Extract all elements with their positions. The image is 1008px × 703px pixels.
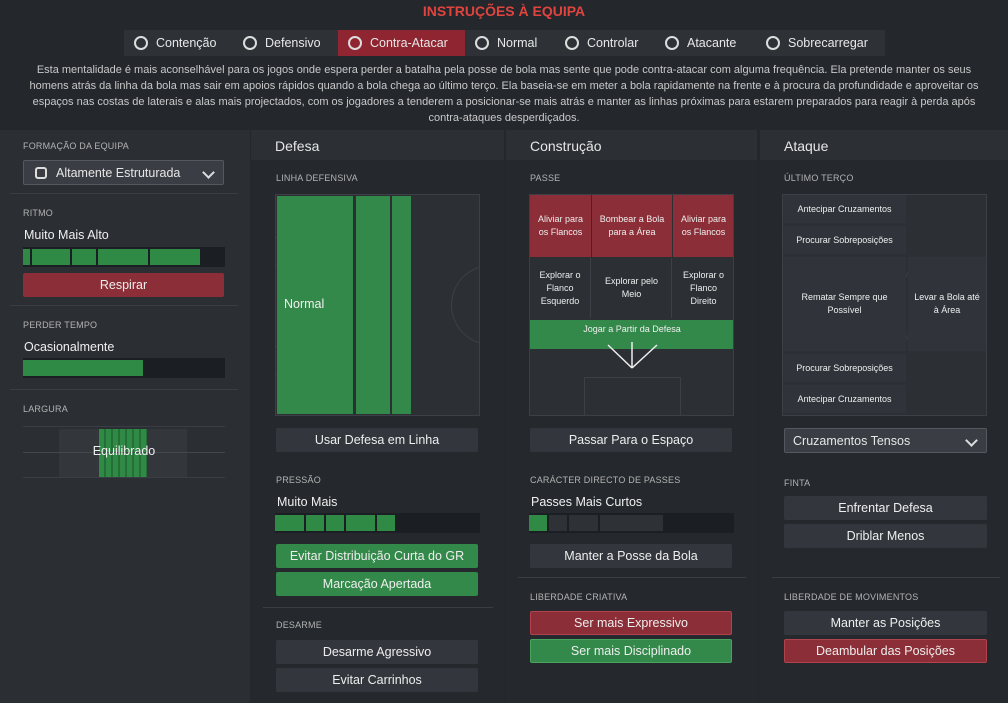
section-label: CARÁCTER DIRECTO DE PASSES bbox=[530, 475, 681, 485]
button[interactable]: Marcação Apertada bbox=[276, 572, 478, 596]
column-title: Ataque bbox=[760, 130, 1008, 160]
passing-cell[interactable]: Explorar o Flanco Direito bbox=[682, 269, 725, 306]
mentality-description: Esta mentalidade é mais aconselhável par… bbox=[29, 64, 979, 124]
tab-label: Normal bbox=[497, 36, 538, 50]
section-label: ÚLTIMO TERÇO bbox=[784, 173, 854, 183]
section-label: PERDER TEMPO bbox=[23, 320, 98, 330]
tab-label: Contra-Atacar bbox=[370, 36, 448, 50]
slider[interactable] bbox=[23, 358, 225, 378]
button[interactable]: Respirar bbox=[23, 273, 224, 297]
width-graphic[interactable] bbox=[23, 426, 225, 478]
button[interactable]: Enfrentar Defesa bbox=[784, 496, 987, 520]
setting-value: Equilibrado bbox=[92, 444, 156, 458]
separator bbox=[772, 577, 1000, 578]
mentality-tab[interactable]: Sobrecarregar bbox=[756, 30, 885, 56]
mentality-tab[interactable]: Atacante bbox=[655, 30, 756, 56]
section-label: LARGURA bbox=[23, 404, 68, 414]
separator bbox=[10, 389, 238, 390]
tab-icon bbox=[766, 36, 780, 50]
dropdown[interactable]: Altamente Estruturada bbox=[23, 160, 224, 185]
separator bbox=[263, 607, 493, 608]
separator bbox=[10, 305, 238, 306]
tab-label: Contenção bbox=[156, 36, 217, 50]
mentality-tab[interactable]: Normal bbox=[465, 30, 555, 56]
dropdown[interactable]: Cruzamentos Tensos bbox=[784, 428, 987, 453]
setting-value: Ocasionalmente bbox=[24, 340, 115, 354]
passing-cell[interactable]: Aliviar para os Flancos bbox=[530, 195, 591, 257]
final-third-cell[interactable]: Procurar Sobreposições bbox=[783, 226, 906, 254]
setting-value: Muito Mais Alto bbox=[24, 228, 109, 242]
arrows bbox=[607, 342, 658, 369]
button[interactable]: Deambular das Posições bbox=[784, 639, 987, 663]
section-label: LIBERDADE DE MOVIMENTOS bbox=[784, 592, 919, 602]
tab-label: Atacante bbox=[687, 36, 737, 50]
dropdown-value: Cruzamentos Tensos bbox=[793, 433, 911, 448]
passing-cell[interactable]: Explorar o Flanco Esquerdo bbox=[530, 258, 591, 318]
section-label: FORMAÇÃO DA EQUIPA bbox=[23, 141, 129, 151]
section-label: DESARME bbox=[276, 620, 322, 630]
sidebar bbox=[0, 130, 250, 703]
final-third-cell[interactable]: Rematar Sempre que Possível bbox=[783, 257, 906, 351]
setting-value: Muito Mais bbox=[277, 495, 338, 509]
button[interactable]: Driblar Menos bbox=[784, 524, 987, 548]
separator bbox=[10, 193, 238, 194]
pitch-label: Normal bbox=[284, 297, 325, 311]
separator bbox=[518, 577, 746, 578]
passing-cell[interactable]: Explorar pelo Meio bbox=[592, 258, 672, 318]
button[interactable]: Evitar Carrinhos bbox=[276, 668, 478, 692]
button[interactable]: Usar Defesa em Linha bbox=[276, 428, 478, 452]
section-label: LINHA DEFENSIVA bbox=[276, 173, 358, 183]
pitch[interactable]: Aliviar para os Flancos Bombear a Bola p… bbox=[529, 194, 734, 416]
button[interactable]: Ser mais Expressivo bbox=[530, 611, 732, 635]
tab-icon bbox=[565, 36, 579, 50]
slider[interactable] bbox=[529, 513, 734, 533]
button[interactable]: Manter as Posições bbox=[784, 611, 987, 635]
page-title: INSTRUÇÕES À EQUIPA bbox=[422, 3, 586, 19]
slider[interactable] bbox=[23, 247, 225, 267]
tab-label: Sobrecarregar bbox=[788, 36, 868, 50]
section-label: FINTA bbox=[784, 478, 811, 488]
section-label: RITMO bbox=[23, 208, 53, 218]
section-label: LIBERDADE CRIATIVA bbox=[530, 592, 628, 602]
button[interactable]: Manter a Posse da Bola bbox=[530, 544, 732, 568]
pitch[interactable]: Antecipar Cruzamentos Procurar Sobreposi… bbox=[782, 194, 987, 416]
passing-cell[interactable]: Bombear a Bola para a Área bbox=[592, 195, 672, 257]
final-third-cell[interactable]: Procurar Sobreposições bbox=[783, 354, 906, 382]
pitch[interactable] bbox=[275, 194, 480, 416]
column-title: Defesa bbox=[251, 130, 504, 160]
mentality-tabs: Contenção Defensivo Contra-Atacar Normal Con… bbox=[124, 30, 885, 56]
chevron bbox=[965, 434, 978, 447]
dropdown-value: Altamente Estruturada bbox=[56, 165, 181, 180]
button[interactable]: Passar Para o Espaço bbox=[530, 428, 732, 452]
final-third-cell[interactable]: Antecipar Cruzamentos bbox=[783, 195, 906, 223]
mentality-tab[interactable]: Contra-Atacar bbox=[338, 30, 465, 56]
section-label: PRESSÃO bbox=[276, 475, 321, 485]
tab-label: Controlar bbox=[587, 36, 639, 50]
final-third-cell[interactable]: Antecipar Cruzamentos bbox=[783, 385, 906, 413]
final-third-cell[interactable]: Levar a Bola até à Área bbox=[908, 257, 986, 351]
tab-icon bbox=[475, 36, 489, 50]
slider[interactable] bbox=[275, 513, 480, 533]
setting-value: Passes Mais Curtos bbox=[531, 495, 643, 509]
section-label: PASSE bbox=[530, 173, 561, 183]
chevron bbox=[202, 166, 215, 179]
button[interactable]: Ser mais Disciplinado bbox=[530, 639, 732, 663]
tab-icon bbox=[665, 36, 679, 50]
tab-icon bbox=[348, 36, 362, 50]
mentality-tab[interactable]: Contenção bbox=[124, 30, 233, 56]
tab-icon bbox=[243, 36, 257, 50]
tab-label: Defensivo bbox=[265, 36, 321, 50]
button[interactable]: Evitar Distribuição Curta do GR bbox=[276, 544, 478, 568]
passing-cell[interactable]: Aliviar para os Flancos bbox=[673, 195, 733, 257]
column-title: Construção bbox=[506, 130, 757, 160]
icon bbox=[35, 167, 47, 179]
tab-icon bbox=[134, 36, 148, 50]
button[interactable]: Desarme Agressivo bbox=[276, 640, 478, 664]
mentality-tab[interactable]: Defensivo bbox=[233, 30, 338, 56]
mentality-tab[interactable]: Controlar bbox=[555, 30, 655, 56]
